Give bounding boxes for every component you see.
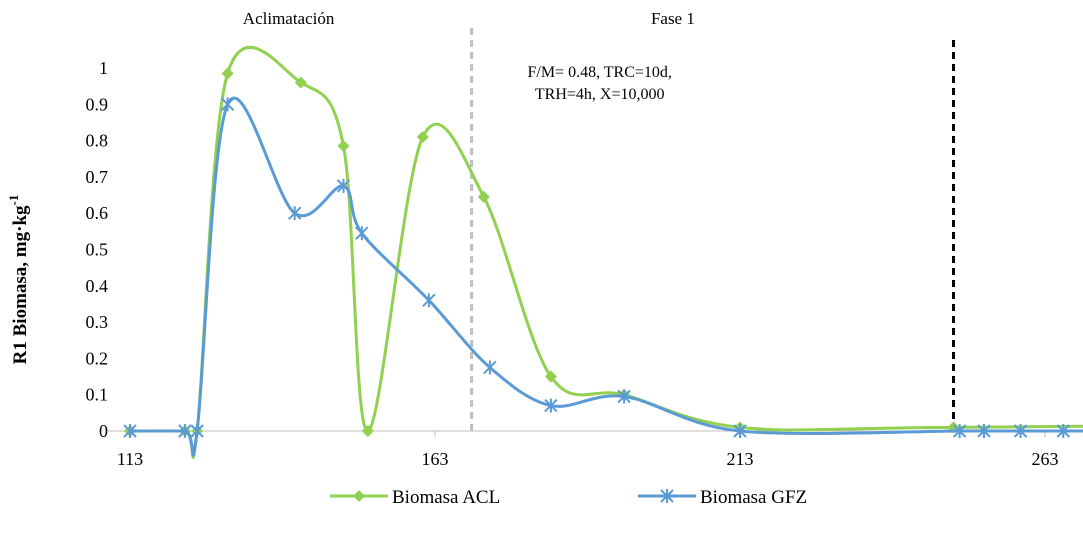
data-point-star <box>178 424 192 438</box>
data-point-diamond <box>416 130 429 143</box>
data-point-diamond <box>477 190 490 203</box>
phase-annotations: F/M= 0.48, TRC=10d, TRH=4h, X=10,000F/M= … <box>527 64 671 103</box>
y-tick-label: 1 <box>99 58 108 78</box>
y-tick-label: 0.9 <box>86 94 109 114</box>
legend-label: Biomasa GFZ <box>700 487 807 508</box>
data-point-diamond <box>544 370 557 383</box>
data-point-star <box>190 424 204 438</box>
data-point-star <box>733 424 747 438</box>
data-point-star <box>483 360 497 375</box>
data-point-diamond <box>294 76 307 89</box>
x-axis-ticks: 113163213263313363413 <box>117 431 1059 469</box>
y-axis-label: R1 Biomasa, mg·kg-1 <box>6 195 31 365</box>
series-layer <box>123 45 1083 459</box>
data-point-diamond <box>361 425 374 437</box>
y-axis-ticks: 0 0.1 0.2 0.3 0.4 0.5 0.6 0.7 0.8 0.9 1 <box>86 58 109 441</box>
data-point-star <box>422 293 436 308</box>
legend-marker <box>660 489 674 503</box>
y-tick-label: 0.4 <box>86 276 109 296</box>
phase-label: Fase 1 <box>651 9 695 28</box>
data-point-star <box>123 424 137 438</box>
data-point-star <box>220 97 235 112</box>
legend-item: Biomasa ACL <box>330 487 500 508</box>
x-tick-label: 213 <box>727 449 754 469</box>
y-tick-label: 0.5 <box>86 240 109 260</box>
phase-annotation-line: TRH=4h, X=10,000 <box>535 86 665 103</box>
data-point-star <box>336 178 351 193</box>
x-tick-label: 113 <box>117 449 143 469</box>
data-point-star <box>355 226 369 241</box>
x-tick-label: 263 <box>1032 449 1059 469</box>
y-tick-label: 0.6 <box>86 203 109 223</box>
data-point-diamond <box>337 140 350 153</box>
data-point-star <box>617 389 631 404</box>
data-point-star <box>977 424 991 438</box>
y-tick-label: 0.8 <box>86 131 109 151</box>
phase-annotation-line: F/M= 0.48, TRC=10d, <box>527 64 671 81</box>
legend: Biomasa ACL Biomasa GFZ <box>330 487 807 508</box>
y-axis-label-text: R1 Biomasa, mg·kg <box>10 205 31 364</box>
phase-label: Aclimatación <box>243 9 335 28</box>
data-point-star <box>952 424 967 438</box>
data-point-diamond <box>221 67 234 80</box>
series-line <box>130 96 1083 457</box>
x-tick-label: 163 <box>422 449 449 469</box>
y-axis-label-superscript: -1 <box>6 195 21 206</box>
data-point-star <box>1056 424 1071 438</box>
phase-dividers <box>470 28 955 431</box>
y-tick-label: 0.3 <box>86 312 109 332</box>
phase-annotation: F/M= 0.48, TRC=10d, TRH=4h, X=10,000 <box>527 64 671 103</box>
legend-item: Biomasa GFZ <box>638 487 807 508</box>
legend-marker <box>353 490 365 502</box>
y-tick-label: 0 <box>99 421 108 441</box>
data-point-star <box>1013 424 1028 438</box>
data-point-star <box>544 398 558 413</box>
y-tick-label: 0.1 <box>86 385 109 405</box>
y-tick-label: 0.2 <box>86 348 109 368</box>
y-tick-label: 0.7 <box>86 167 109 187</box>
data-point-star <box>287 206 302 221</box>
series-biomasa-gfz <box>123 96 1083 457</box>
legend-label: Biomasa ACL <box>392 487 500 508</box>
